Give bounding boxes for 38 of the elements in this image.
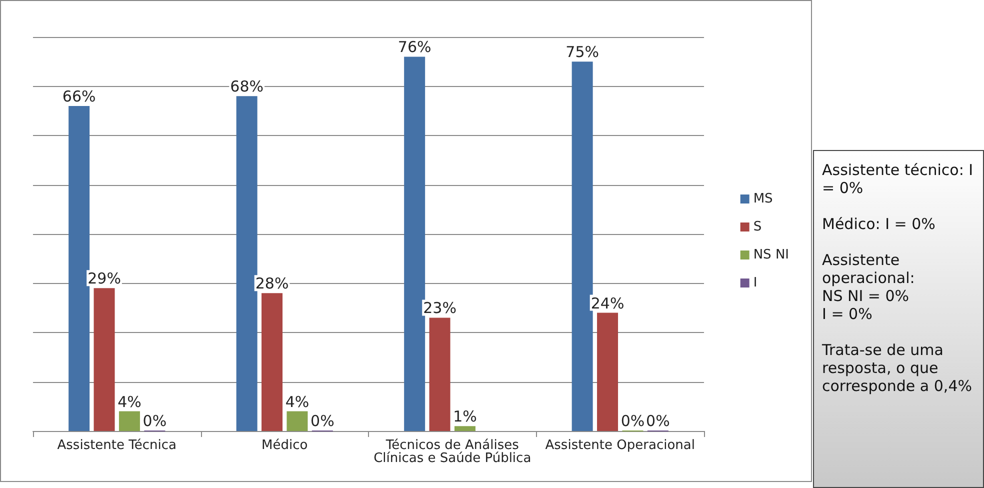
data-label: 75% — [566, 43, 599, 62]
bar — [454, 426, 476, 431]
x-tick-label: Assistente Técnica — [57, 438, 176, 453]
bar — [262, 293, 283, 431]
text: Assistente operacional: NS NI = 0% I = 0% — [822, 251, 916, 323]
x-tick-label: Médico — [262, 438, 308, 453]
data-label: 4% — [118, 392, 142, 411]
bar — [118, 411, 140, 431]
bar — [572, 62, 593, 431]
legend-label: I — [753, 276, 758, 290]
bar — [68, 106, 90, 431]
data-label: 0% — [620, 412, 645, 430]
text: Assistente técnico: I = 0% — [822, 161, 974, 197]
data-label: 28% — [255, 274, 289, 293]
legend-label: NS NI — [753, 248, 790, 262]
data-label: 29% — [88, 270, 121, 288]
data-label: 66% — [62, 87, 96, 106]
bar — [94, 288, 115, 431]
bar — [404, 56, 426, 431]
data-label: 4% — [285, 392, 310, 411]
data-label: 0% — [646, 412, 670, 430]
bar — [429, 318, 450, 431]
bar — [597, 312, 618, 431]
data-label: 1% — [453, 408, 477, 426]
text: Trata-se de uma resposta, o que corresponde a 0,4% — [822, 341, 973, 395]
bar — [286, 411, 308, 431]
x-tick-label: Assistente Operacional — [545, 438, 695, 453]
data-label: 24% — [590, 294, 624, 312]
data-label: 76% — [398, 38, 432, 56]
data-label: 0% — [310, 412, 334, 430]
bar — [236, 96, 258, 431]
data-label: 23% — [423, 299, 456, 318]
legend-label: MS — [753, 192, 773, 206]
data-label: 68% — [230, 78, 264, 96]
legend-label: S — [753, 220, 762, 234]
x-tick-label: Técnicos de Análises Clínicas e Saúde Pública — [374, 438, 532, 466]
data-label: 0% — [142, 412, 167, 430]
text: Médico: I = 0% — [822, 215, 936, 233]
